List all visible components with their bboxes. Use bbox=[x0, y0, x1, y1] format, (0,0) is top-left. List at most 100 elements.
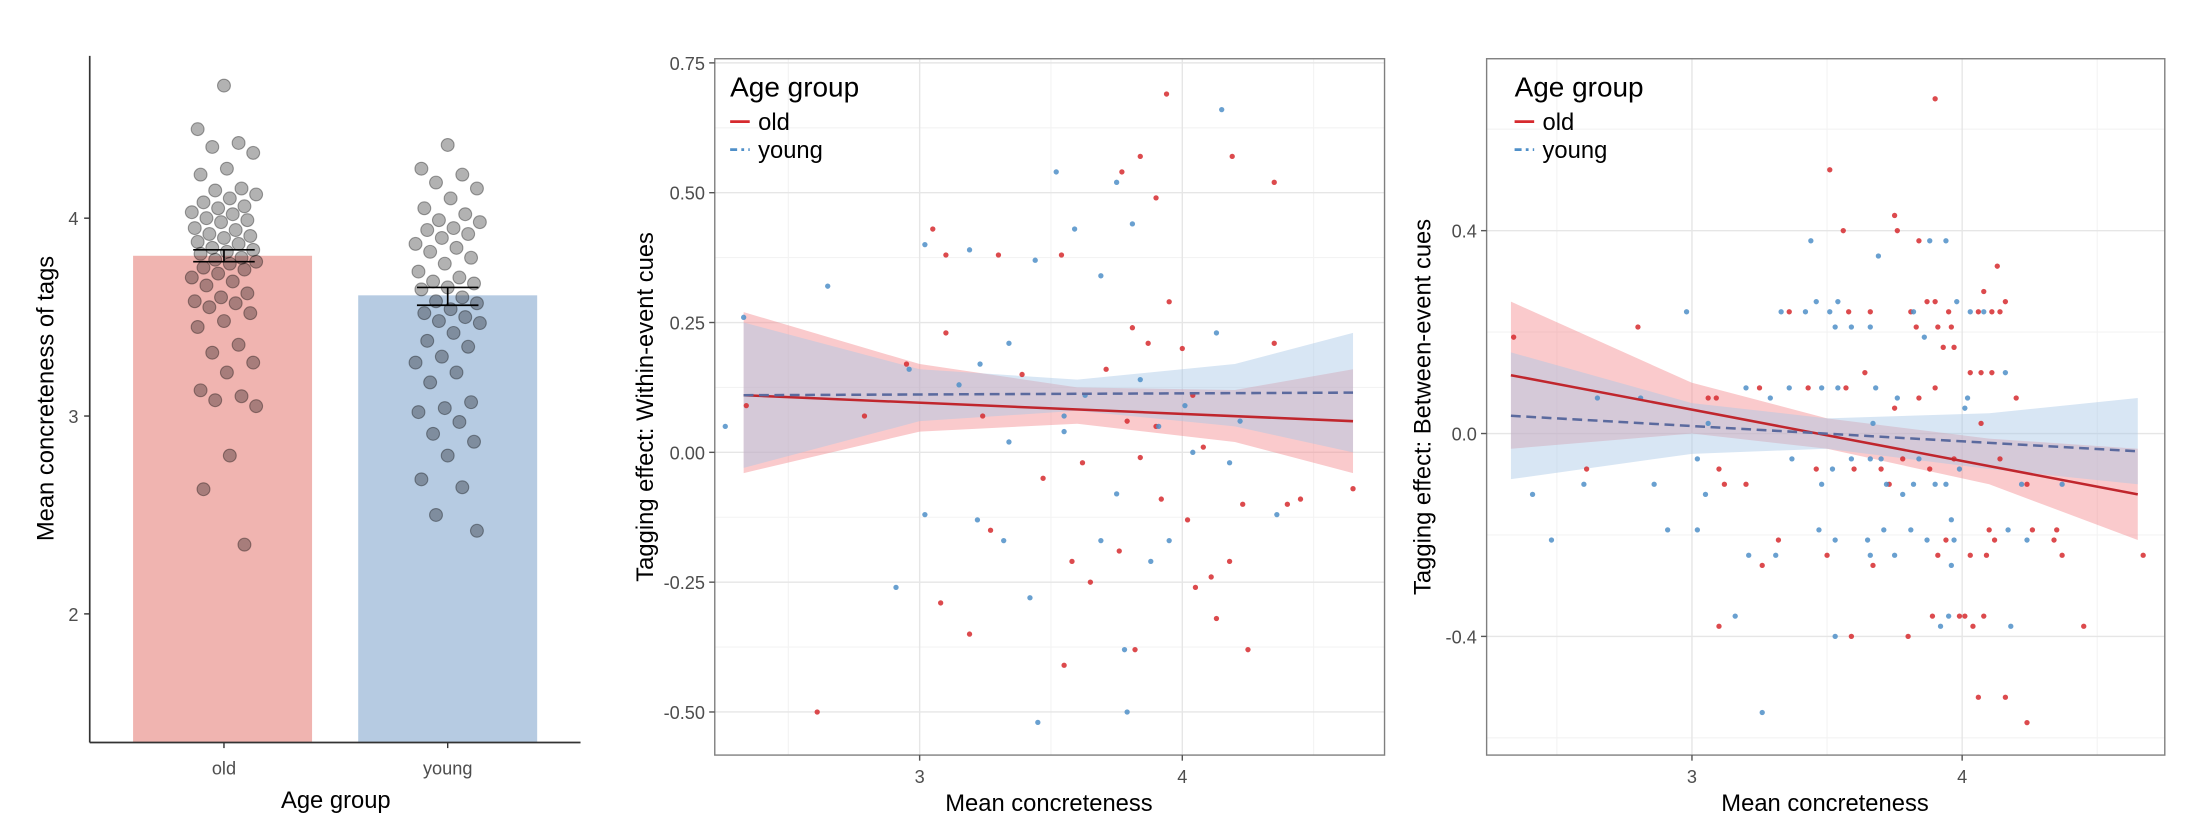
data-point-old bbox=[2051, 537, 2057, 543]
data-point-young bbox=[825, 283, 831, 289]
data-point-old bbox=[930, 226, 936, 232]
data-point-young bbox=[1848, 456, 1855, 462]
y-tick-label: -0.25 bbox=[664, 573, 705, 593]
data-point-old bbox=[2002, 299, 2009, 305]
data-point-young bbox=[1878, 456, 1884, 462]
data-point-old bbox=[1208, 574, 1214, 580]
data-point-young bbox=[906, 366, 912, 372]
data-point-young bbox=[1956, 466, 1963, 472]
x-tick-label: 4 bbox=[1957, 767, 1967, 787]
data-point-old bbox=[1924, 299, 1930, 305]
data-point-young bbox=[1694, 527, 1701, 533]
data-point-old bbox=[1983, 552, 1990, 558]
x-tick-label: old bbox=[212, 759, 236, 779]
data-point-young bbox=[1867, 324, 1873, 330]
data-point-young bbox=[1548, 537, 1555, 543]
data-point-young bbox=[922, 241, 928, 248]
data-point-old bbox=[190, 320, 205, 334]
data-point-old bbox=[222, 448, 237, 463]
data-point-old bbox=[228, 223, 243, 238]
data-point-young bbox=[1274, 511, 1280, 518]
data-point-young bbox=[1061, 413, 1067, 419]
data-point-old bbox=[1989, 309, 1995, 315]
data-point-young bbox=[440, 448, 455, 463]
data-point-old bbox=[1583, 466, 1590, 472]
data-point-old bbox=[1813, 466, 1819, 472]
y-tick-label: 3 bbox=[68, 407, 78, 427]
data-point-old bbox=[1192, 584, 1199, 591]
data-point-old bbox=[1271, 340, 1277, 346]
data-point-young bbox=[1148, 558, 1154, 565]
x-tick-label: 3 bbox=[915, 767, 925, 787]
data-point-old bbox=[246, 145, 261, 160]
data-point-young bbox=[741, 314, 747, 320]
data-point-old bbox=[743, 402, 749, 409]
data-point-old bbox=[199, 211, 214, 226]
data-point-young bbox=[437, 256, 452, 271]
data-point-old bbox=[1935, 552, 1941, 558]
data-point-old bbox=[184, 205, 199, 220]
data-point-old bbox=[814, 709, 820, 715]
data-point-old bbox=[231, 337, 246, 352]
data-point-old bbox=[1824, 552, 1830, 558]
data-point-old bbox=[1213, 615, 1220, 622]
y-axis-title: Tagging effect: Within-event cues bbox=[632, 232, 659, 582]
data-point-young bbox=[1867, 456, 1873, 462]
data-point-young bbox=[469, 296, 484, 311]
data-point-old bbox=[1894, 228, 1900, 234]
data-point-young bbox=[423, 375, 438, 390]
data-point-young bbox=[1808, 238, 1814, 244]
data-point-young bbox=[446, 221, 461, 236]
data-point-old bbox=[219, 244, 234, 259]
data-point-old bbox=[1945, 309, 1952, 315]
x-axis-title: Mean concreteness bbox=[945, 790, 1153, 817]
data-point-old bbox=[1775, 537, 1782, 543]
y-tick-label: -0.50 bbox=[664, 703, 705, 723]
data-point-old bbox=[2024, 481, 2030, 487]
data-point-young bbox=[464, 395, 479, 410]
data-point-young bbox=[1237, 418, 1243, 424]
bar-old bbox=[133, 255, 313, 743]
legend-label-old: old bbox=[1543, 109, 1575, 136]
data-point-old bbox=[1166, 299, 1172, 305]
fit-line-young bbox=[743, 391, 1354, 397]
data-point-old bbox=[2013, 395, 2019, 401]
plot-background bbox=[1486, 58, 2165, 756]
data-point-young bbox=[1098, 537, 1104, 544]
data-point-old bbox=[1994, 263, 2000, 269]
data-point-young bbox=[1006, 439, 1012, 445]
data-point-young bbox=[461, 339, 476, 354]
data-point-young bbox=[1870, 420, 1876, 427]
data-point-young bbox=[2005, 527, 2011, 533]
confidence-band-old bbox=[1510, 301, 2138, 541]
data-point-young bbox=[1182, 402, 1188, 409]
data-point-young bbox=[1529, 491, 1536, 498]
data-point-young bbox=[2008, 623, 2014, 629]
data-point-old bbox=[234, 181, 249, 196]
data-point-old bbox=[205, 139, 220, 154]
data-point-young bbox=[449, 240, 464, 255]
data-point-young bbox=[1113, 179, 1120, 185]
data-point-old bbox=[1891, 212, 1898, 219]
data-point-young bbox=[722, 423, 728, 430]
data-point-old bbox=[222, 256, 237, 271]
data-point-young bbox=[458, 310, 473, 325]
data-point-young bbox=[1827, 309, 1833, 315]
data-point-young bbox=[1190, 449, 1196, 455]
data-point-old bbox=[2081, 623, 2087, 629]
data-point-old bbox=[1350, 486, 1356, 492]
legend-label-old: old bbox=[758, 109, 790, 136]
data-point-young bbox=[414, 472, 429, 487]
data-point-young bbox=[1951, 537, 1957, 543]
data-point-young bbox=[1113, 491, 1120, 497]
data-point-young bbox=[417, 306, 432, 321]
y-tick-label: -0.4 bbox=[1446, 627, 1477, 647]
data-point-young bbox=[1137, 376, 1143, 383]
data-point-old bbox=[199, 278, 214, 293]
data-point-young bbox=[1156, 423, 1162, 430]
data-point-young bbox=[1743, 385, 1749, 391]
data-point-old bbox=[1103, 366, 1109, 372]
between-event-scatter-panel: -0.4 0.0 0.4 3 4 Mean concreteness Tagging e… bbox=[1410, 58, 2166, 817]
data-point-young bbox=[1881, 527, 1887, 533]
data-point-young bbox=[1829, 466, 1836, 472]
